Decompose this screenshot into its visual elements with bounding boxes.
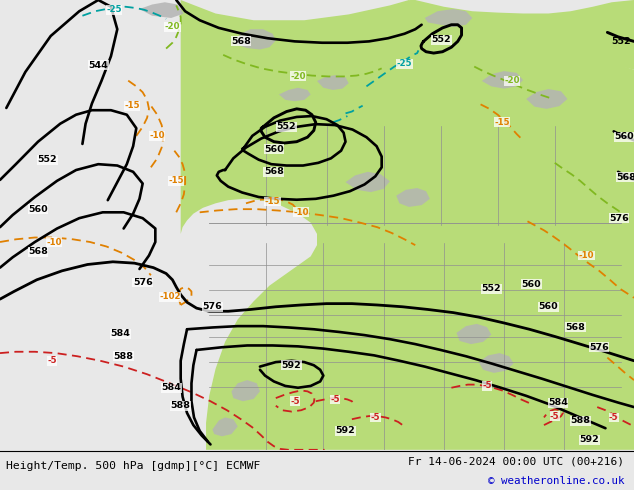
Text: 592: 592 [335,426,356,436]
Text: -10: -10 [294,208,309,217]
Text: -5: -5 [609,413,618,422]
Text: -15: -15 [495,118,510,127]
Polygon shape [235,29,276,49]
Text: -5: -5 [48,356,56,365]
Polygon shape [181,0,634,450]
Text: 568: 568 [264,167,284,176]
Text: -15: -15 [169,176,184,185]
Text: -5: -5 [550,412,559,420]
Polygon shape [425,9,472,27]
Text: 592: 592 [281,361,302,370]
Text: 552: 552 [277,122,296,131]
Polygon shape [317,75,349,90]
Polygon shape [139,2,184,18]
Text: 560: 560 [539,302,558,311]
Text: 560: 560 [29,205,48,214]
Text: 568: 568 [231,37,251,46]
Polygon shape [346,172,390,192]
Text: 560: 560 [522,280,541,289]
Text: 568: 568 [616,173,634,182]
Text: -15: -15 [265,197,280,206]
Text: -5: -5 [482,381,491,391]
Text: -15: -15 [124,101,139,110]
Text: 576: 576 [202,302,223,311]
Polygon shape [279,88,311,101]
Polygon shape [479,353,514,373]
Text: 576: 576 [589,343,609,352]
Text: 552: 552 [611,37,631,46]
Text: 568: 568 [28,247,48,256]
Text: 584: 584 [110,329,131,338]
Text: -25: -25 [107,5,122,14]
Text: 584: 584 [548,398,568,407]
Text: -20: -20 [505,76,520,85]
Text: 544: 544 [88,61,108,70]
Text: © weatheronline.co.uk: © weatheronline.co.uk [488,476,624,486]
Text: -10: -10 [46,238,61,246]
Text: 560: 560 [264,145,283,154]
Polygon shape [231,380,260,401]
Text: -102: -102 [159,293,181,301]
Text: -5: -5 [330,395,339,404]
Text: 588: 588 [113,352,134,361]
Text: 588: 588 [171,401,191,410]
Text: -10: -10 [150,131,165,140]
Text: 568: 568 [566,323,586,332]
Text: 576: 576 [609,214,629,222]
Polygon shape [456,324,491,344]
Text: 560: 560 [615,132,634,141]
Text: -5: -5 [371,413,380,422]
Text: 584: 584 [161,383,181,392]
Text: 588: 588 [570,416,590,425]
Text: -10: -10 [579,251,594,260]
Text: Height/Temp. 500 hPa [gdmp][°C] ECMWF: Height/Temp. 500 hPa [gdmp][°C] ECMWF [6,461,261,471]
Polygon shape [396,188,430,207]
Polygon shape [526,89,567,109]
Text: -25: -25 [397,59,412,69]
Text: -20: -20 [165,23,180,31]
Text: 552: 552 [38,155,57,164]
Polygon shape [212,417,238,436]
Text: -5: -5 [290,397,299,406]
Text: 552: 552 [432,35,451,44]
Text: 552: 552 [482,284,501,294]
Polygon shape [482,71,523,89]
Text: Fr 14-06-2024 00:00 UTC (00+216): Fr 14-06-2024 00:00 UTC (00+216) [408,456,624,466]
Text: -20: -20 [290,72,306,80]
Text: 592: 592 [579,436,600,444]
Polygon shape [409,0,634,70]
Text: 576: 576 [133,278,153,287]
